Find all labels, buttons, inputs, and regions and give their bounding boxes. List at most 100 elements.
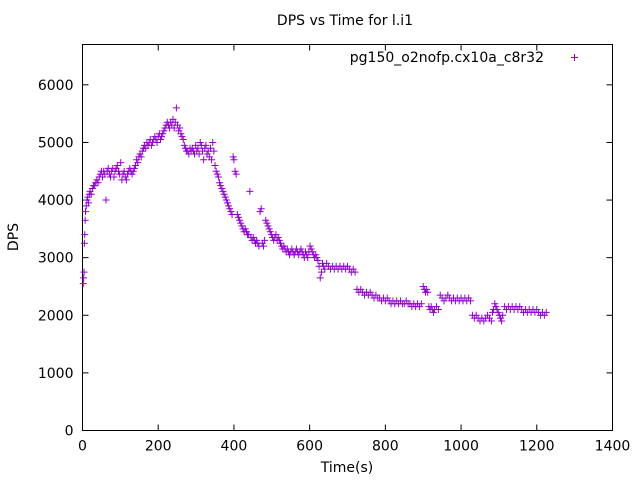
data-point [419, 282, 427, 290]
data-point [200, 156, 208, 164]
data-point [81, 231, 89, 239]
data-point [128, 170, 136, 178]
data-point [499, 311, 507, 319]
y-axis-ticks: 0 1000 2000 3000 4000 5000 6000 [38, 78, 613, 440]
data-point [80, 239, 88, 247]
y-tick-label: 3000 [38, 251, 74, 267]
data-point [238, 222, 246, 230]
data-point [113, 161, 121, 169]
x-tick-label: 0 [78, 439, 87, 455]
data-point [202, 141, 210, 149]
data-point [351, 268, 359, 276]
data-point [314, 257, 322, 265]
data-point [241, 225, 249, 233]
data-point [147, 141, 155, 149]
data-point [211, 161, 219, 169]
data-point [280, 242, 288, 250]
data-point [491, 300, 499, 308]
data-point [153, 138, 161, 146]
data-point [233, 210, 241, 218]
plot-frame [82, 44, 613, 431]
data-point [317, 268, 325, 276]
data-point [263, 219, 271, 227]
data-point [297, 245, 305, 253]
x-axis-title: Time(s) [320, 460, 373, 476]
data-point [134, 159, 142, 167]
data-point [206, 144, 214, 152]
data-point [122, 176, 130, 184]
data-point [312, 251, 320, 259]
data-point [194, 144, 202, 152]
data-point [137, 153, 145, 161]
y-tick-label: 1000 [38, 366, 74, 382]
data-point [424, 288, 432, 296]
data-point [498, 317, 506, 325]
y-tick-label: 2000 [38, 308, 74, 324]
x-tick-label: 1400 [595, 439, 631, 455]
data-point [82, 208, 90, 216]
data-point [262, 216, 270, 224]
data-point [265, 225, 273, 233]
data-point [429, 308, 437, 316]
data-point [94, 179, 102, 187]
data-point [493, 306, 501, 314]
data-point [138, 147, 146, 155]
data-point [223, 199, 231, 207]
data-point [304, 254, 312, 262]
data-point [434, 306, 442, 314]
data-point [110, 173, 118, 181]
y-tick-label: 5000 [38, 135, 74, 151]
data-point [129, 167, 137, 175]
data-point [216, 179, 224, 187]
data-point [261, 236, 269, 244]
data-point [217, 182, 225, 190]
data-point [84, 193, 92, 201]
data-point [306, 242, 314, 250]
data-point [275, 236, 283, 244]
data-point [237, 219, 245, 227]
data-point [274, 234, 282, 241]
data-point [307, 245, 315, 253]
data-point [102, 196, 110, 204]
data-point [220, 190, 228, 198]
data-point [264, 222, 272, 230]
data-point [117, 159, 125, 167]
x-tick-label: 200 [145, 439, 172, 455]
data-point [542, 308, 550, 316]
data-point [159, 130, 167, 138]
x-tick-label: 600 [296, 439, 323, 455]
y-tick-label: 0 [65, 424, 74, 440]
data-point [83, 196, 91, 204]
data-point [221, 193, 229, 201]
data-point [256, 208, 264, 216]
data-point [160, 127, 168, 135]
x-tick-label: 1000 [443, 439, 479, 455]
y-tick-label: 4000 [38, 193, 74, 209]
data-point [85, 199, 93, 207]
data-point [208, 156, 216, 164]
data-point [492, 303, 500, 311]
data-point [172, 104, 180, 112]
data-point [487, 317, 495, 325]
chart-title: DPS vs Time for l.i1 [277, 13, 413, 29]
data-point [214, 173, 222, 181]
data-point [177, 130, 185, 138]
data-point [316, 274, 324, 282]
data-point [210, 147, 218, 155]
data-point [308, 248, 316, 256]
legend-marker-symbol [571, 54, 578, 61]
data-point [234, 213, 242, 221]
data-point [225, 202, 233, 210]
data-point [229, 153, 237, 161]
data-point [218, 185, 226, 193]
data-point [236, 216, 244, 224]
x-tick-label: 1200 [519, 439, 555, 455]
data-points [79, 104, 550, 325]
data-point [467, 297, 475, 305]
data-point [257, 205, 265, 213]
data-point [81, 216, 89, 224]
data-point [249, 234, 257, 241]
legend-label: pg150_o2nofp.cx10a_c8r32 [350, 50, 544, 66]
data-point [178, 133, 186, 141]
